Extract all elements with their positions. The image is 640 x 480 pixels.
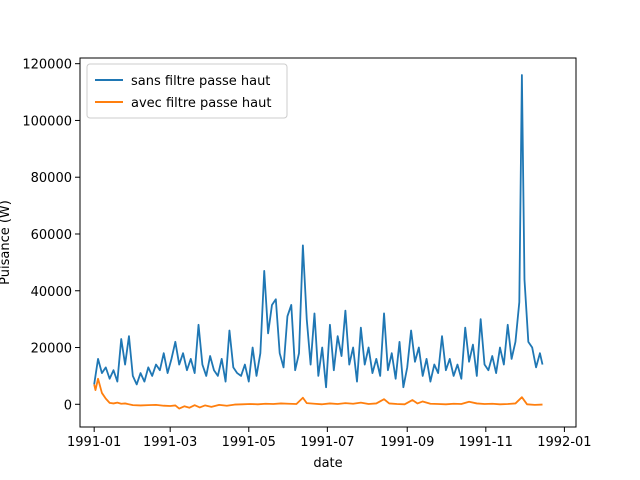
x-tick-label: 1991-05 xyxy=(222,435,276,450)
x-tick-label: 1991-07 xyxy=(300,435,354,450)
x-tick-label: 1991-01 xyxy=(67,435,121,450)
x-tick-label: 1991-09 xyxy=(380,435,434,450)
legend: sans filtre passe haut avec filtre passe … xyxy=(86,63,288,119)
y-tick-label: 100000 xyxy=(22,114,72,129)
y-axis: 0 20000 40000 60000 80000 100000 120000 xyxy=(22,58,80,413)
y-tick-label: 60000 xyxy=(31,228,72,243)
series-line-1 xyxy=(93,74,544,389)
y-tick-label: 80000 xyxy=(31,171,72,186)
x-axis-label: date xyxy=(313,456,342,471)
legend-label: avec filtre passe haut xyxy=(131,96,271,111)
y-tick-label: 20000 xyxy=(31,342,72,357)
y-tick-label: 0 xyxy=(64,398,72,413)
series-line-2 xyxy=(93,377,543,410)
y-axis-label: Puisance (W) xyxy=(0,200,13,285)
y-tick-label: 120000 xyxy=(22,58,72,73)
y-tick-label: 40000 xyxy=(31,285,72,300)
x-axis: 1991-01 1991-03 1991-05 1991-07 1991-09 1991-… xyxy=(67,427,592,450)
x-tick-label: 1992-01 xyxy=(537,435,591,450)
legend-label: sans filtre passe haut xyxy=(131,74,270,89)
series-layer xyxy=(93,74,544,410)
plot-frame xyxy=(79,57,577,428)
x-tick-label: 1991-11 xyxy=(459,435,513,450)
legend-box xyxy=(86,63,288,119)
x-tick-label: 1991-03 xyxy=(143,435,197,450)
